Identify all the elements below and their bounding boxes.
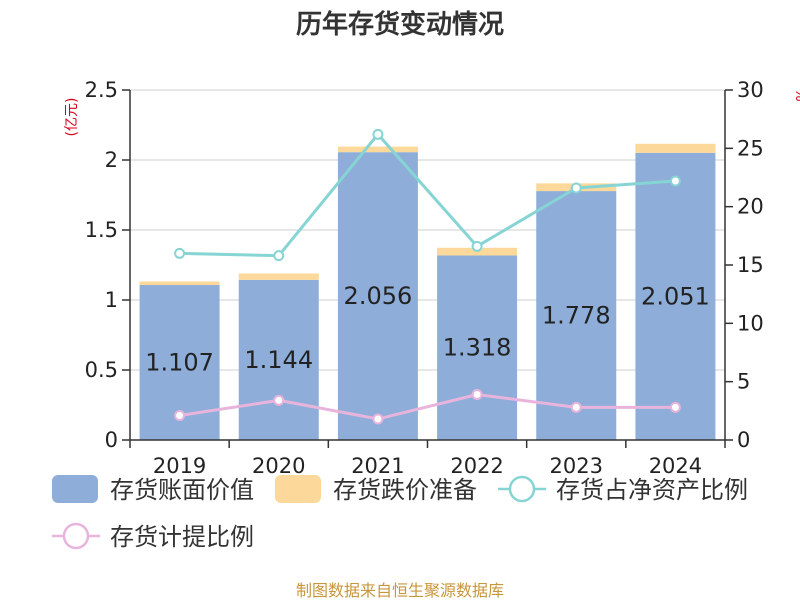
bar-book-value [536, 191, 617, 440]
ratio-net-assets-point [174, 247, 186, 259]
x-tick-label: 2020 [252, 454, 305, 478]
ratio-provision-point [570, 401, 582, 413]
bar-data-label: 1.318 [443, 334, 512, 362]
ratio-net-assets-line [179, 132, 676, 258]
y-tick-label: 1 [105, 288, 118, 312]
y-tick-label: 2.5 [85, 78, 118, 102]
y-tick-label: 1.5 [85, 218, 118, 242]
x-tick-label: 2024 [649, 454, 702, 478]
y-axis-label-right: % [792, 88, 800, 101]
bar-data-label: 1.144 [244, 346, 313, 374]
legend-ratio-provision-label: 存货计提比例 [110, 523, 254, 551]
y-right-tick-label: 5 [737, 370, 750, 394]
bar-book-value [437, 255, 518, 440]
ratio-provision-line [179, 392, 676, 421]
y-right-tick-label: 30 [737, 78, 764, 102]
x-tick-label: 2023 [550, 454, 603, 478]
bar-impairment [139, 281, 220, 286]
bar-book-value [635, 152, 716, 441]
legend-ratio-provision-swatch-marker [62, 522, 90, 550]
y-tick-label: 2 [105, 148, 118, 172]
bars [139, 143, 716, 441]
lines [174, 128, 681, 425]
x-tick-label: 2021 [351, 454, 404, 478]
y-right-tick-label: 15 [737, 253, 764, 277]
bar-impairment [238, 273, 319, 280]
ratio-provision-point [273, 394, 285, 406]
bar-labels: 1.107 1.144 2.056 1.318 1.778 2.051 [145, 282, 710, 376]
ratio-net-assets-point [273, 250, 285, 262]
bar-data-label: 2.051 [641, 282, 710, 310]
legend-impairment-swatch [275, 475, 321, 503]
y-right-tick-label: 10 [737, 311, 764, 335]
grid-lines [130, 89, 725, 371]
axes: 0 0.5 1 1.5 2 2.5 0 5 10 15 20 25 30 (亿元)% 2019 2020 202… [64, 78, 800, 478]
y-right-tick-label: 0 [737, 428, 750, 452]
bar-book-value [337, 152, 418, 440]
ratio-provision-point [372, 413, 384, 425]
y-tick-label: 0.5 [85, 358, 118, 382]
bar-book-value [238, 279, 319, 440]
bar-data-label: 1.778 [542, 302, 611, 330]
legend-impairment-label: 存货跌价准备 [333, 476, 477, 504]
ratio-provision-point [174, 410, 186, 421]
legend-ratio-net-assets-label: 存货占净资产比例 [556, 476, 748, 504]
source-note: 制图数据来自恒生聚源数据库 [295, 581, 504, 600]
bar-impairment [635, 143, 716, 153]
x-tick-label: 2022 [450, 454, 503, 478]
y-tick-label: 0 [105, 428, 118, 452]
y-right-tick-label: 20 [737, 195, 764, 219]
ratio-net-assets-point [669, 175, 681, 187]
ratio-net-assets-point [570, 182, 582, 194]
x-tick-label: 2019 [153, 454, 206, 478]
bar-data-label: 2.056 [344, 282, 413, 310]
legend-book-value-swatch [52, 475, 98, 503]
ratio-provision-point [471, 389, 483, 400]
y-right-tick-label: 25 [737, 136, 764, 160]
y-axis-label-left: (亿元) [64, 98, 80, 137]
ratio-net-assets-point [471, 240, 483, 252]
legend-ratio-net-assets-swatch-marker [508, 475, 536, 503]
chart-title: 历年存货变动情况 [295, 10, 504, 40]
legend-book-value-label: 存货账面价值 [110, 476, 254, 504]
bar-impairment [337, 146, 418, 153]
ratio-net-assets-point [372, 128, 384, 140]
bar-data-label: 1.107 [145, 349, 214, 377]
ratio-provision-point [669, 401, 681, 413]
